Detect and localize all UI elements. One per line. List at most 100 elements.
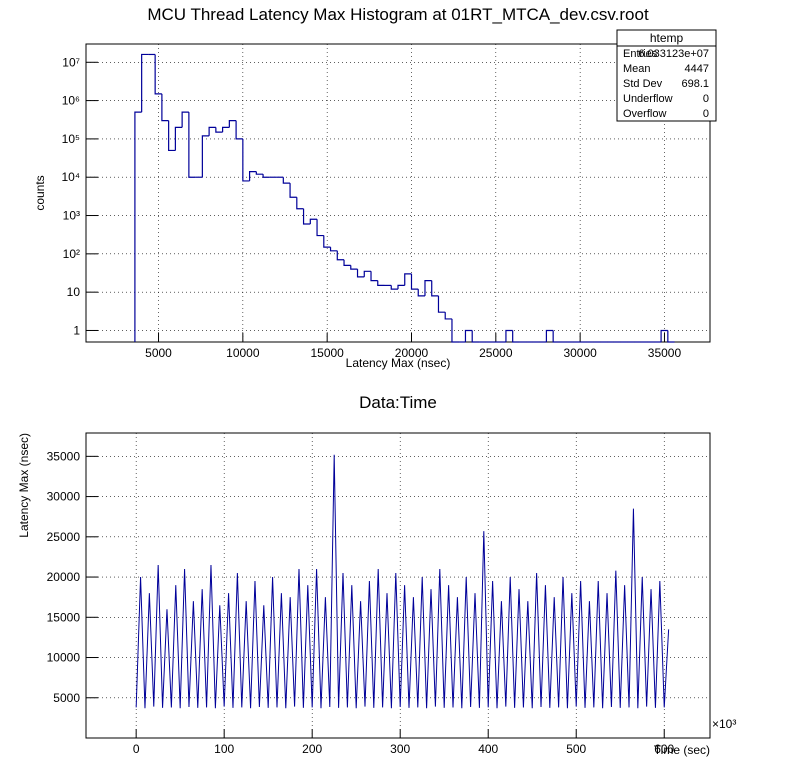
histogram-bin (343, 259, 351, 266)
chart-title: MCU Thread Latency Max Histogram at 01RT… (147, 5, 649, 24)
x-axis-label: Latency Max (nsec) (346, 356, 451, 370)
histogram-bin (451, 318, 459, 343)
chart-title: Data:Time (359, 393, 437, 412)
histogram-bin (363, 270, 372, 277)
y-tick-label: 10⁵ (62, 132, 80, 146)
histogram-bin (154, 54, 162, 95)
histogram-bin (174, 126, 183, 151)
stats-name: Std Dev (623, 78, 663, 90)
y-tick-label: 35000 (47, 449, 81, 463)
histogram-bin (302, 208, 311, 225)
histogram-bin (464, 329, 473, 342)
x-tick-label: 500 (566, 742, 586, 756)
histogram-bin (370, 271, 378, 282)
histogram-bin (208, 126, 216, 136)
stats-name: Overflow (623, 108, 666, 120)
histogram-bin (397, 284, 405, 290)
stats-value: 0 (703, 93, 709, 105)
x-tick-label: 300 (390, 742, 410, 756)
x-tick-label: 20000 (395, 346, 429, 360)
x-tick-label: 600 (654, 742, 674, 756)
histogram-bin (336, 250, 345, 261)
y-tick-label: 5000 (53, 691, 80, 705)
histogram-bin (404, 273, 412, 286)
histogram-bin (444, 312, 452, 320)
histogram-bin (410, 273, 419, 290)
x-tick-label: 0 (133, 742, 140, 756)
histogram-bin (201, 135, 210, 178)
x-tick-label: 200 (302, 742, 322, 756)
y-tick-label: 10³ (63, 209, 80, 223)
x-tick-label: 30000 (563, 346, 597, 360)
y-tick-label: 1 (73, 323, 80, 337)
histogram-bin (323, 235, 331, 248)
histogram-bin (168, 120, 176, 152)
x-exponent: ×10³ (712, 717, 736, 731)
x-tick-label: 100 (214, 742, 234, 756)
y-tick-label: 10⁶ (62, 94, 80, 108)
histogram-bin (188, 112, 196, 178)
histogram-bin (228, 120, 237, 128)
histogram-bin (134, 111, 142, 342)
data-line (135, 454, 670, 709)
stats-name: Underflow (623, 93, 673, 105)
x-axis-label: Time (sec) (654, 743, 710, 757)
histogram-bin (289, 183, 297, 198)
y-tick-label: 15000 (47, 610, 81, 624)
x-tick-label: 35000 (648, 346, 682, 360)
histogram-bin (215, 127, 223, 133)
plot-frame (85, 43, 711, 343)
histogram-bin (431, 280, 439, 297)
histogram-bin (222, 126, 230, 133)
histogram-bin (309, 218, 318, 225)
histogram-bin (262, 174, 270, 178)
histogram-bin (667, 330, 675, 343)
stats-box (616, 29, 717, 122)
histogram-bin (471, 330, 479, 343)
y-tick-label: 20000 (47, 570, 81, 584)
histogram-bin (417, 289, 425, 297)
histogram-bin (181, 111, 189, 128)
histogram-bin (552, 330, 560, 343)
plot-frame (85, 432, 711, 739)
histogram-bin (161, 93, 169, 122)
histogram-bin (141, 53, 149, 113)
stats-value: 698.1 (681, 78, 709, 90)
histogram-bin (242, 138, 250, 182)
stats-title: htemp (650, 31, 684, 45)
y-axis-label: counts (33, 175, 47, 210)
x-tick-label: 5000 (145, 346, 172, 360)
histogram-bin (316, 219, 324, 237)
histogram-bin (329, 247, 338, 252)
histogram-bin (545, 329, 554, 342)
histogram-bin (377, 280, 385, 287)
y-tick-label: 30000 (47, 490, 81, 504)
histogram-bin (235, 120, 243, 140)
histogram-bin (505, 329, 513, 342)
histogram-bin (282, 177, 291, 184)
histogram-bin (512, 330, 520, 343)
stats-value: 6.033123e+07 (638, 48, 709, 60)
x-tick-label: 25000 (479, 346, 513, 360)
histogram-bin (390, 285, 398, 290)
stats-name: Entries (623, 48, 658, 60)
y-tick-label: 10⁷ (62, 55, 80, 69)
histogram-bin (356, 269, 365, 278)
y-tick-label: 10² (63, 247, 80, 261)
histogram-bin (248, 171, 257, 181)
y-tick-label: 10⁴ (61, 170, 80, 184)
histogram-bin (437, 295, 446, 313)
histogram-bin (660, 329, 668, 342)
y-tick-label: 25000 (47, 530, 81, 544)
histogram-bin (424, 280, 432, 296)
stats-value: 0 (703, 108, 709, 120)
y-axis-label: Latency Max (nsec) (17, 433, 31, 538)
x-tick-label: 15000 (310, 346, 344, 360)
y-tick-label: 10 (67, 285, 81, 299)
histogram-bin (255, 171, 264, 175)
histogram-bin (296, 197, 304, 210)
x-tick-label: 400 (478, 742, 498, 756)
histogram-bin (350, 265, 358, 270)
